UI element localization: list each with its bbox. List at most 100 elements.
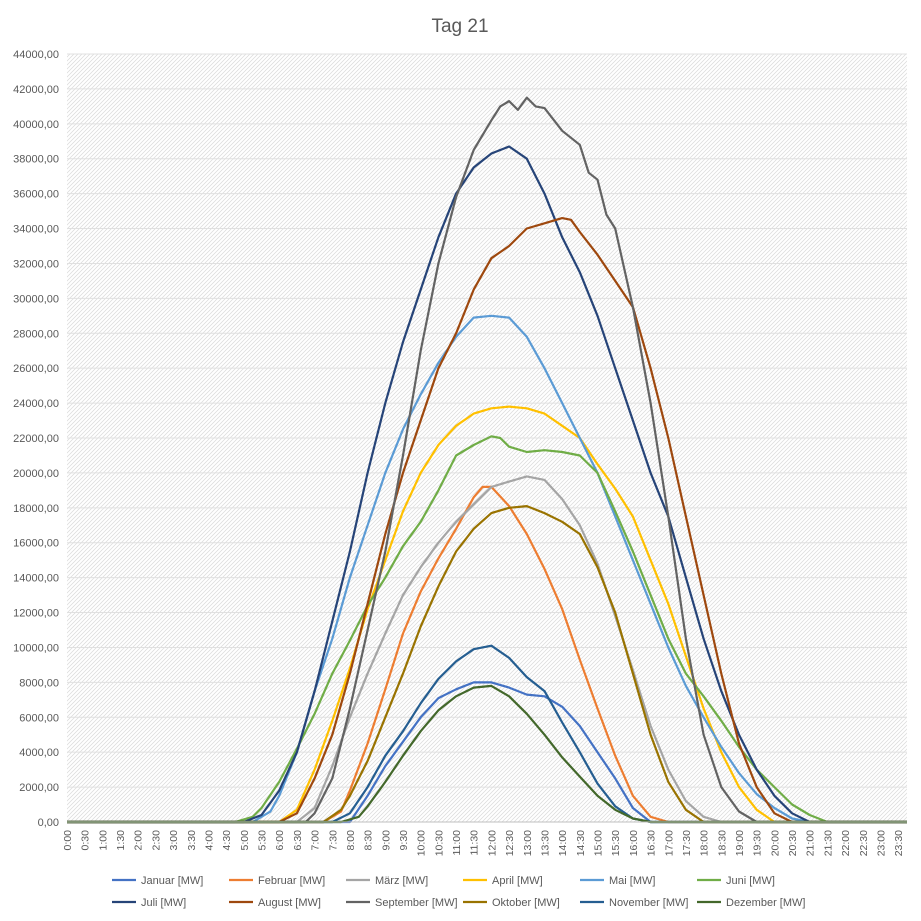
x-tick-label: 21:30 — [822, 830, 834, 856]
y-tick-label: 2000,00 — [19, 782, 59, 794]
legend-label-10: Oktober [MW] — [492, 897, 560, 909]
x-tick-label: 3:00 — [168, 830, 180, 851]
x-tick-label: 9:00 — [380, 830, 392, 851]
x-tick-label: 17:30 — [681, 830, 693, 856]
legend-label-1: Januar [MW] — [141, 875, 203, 887]
y-tick-label: 40000,00 — [13, 119, 59, 131]
x-tick-label: 8:00 — [345, 830, 357, 851]
legend: Januar [MW] Februar [MW] März [MW] April [M… — [112, 875, 805, 909]
y-tick-label: 22000,00 — [13, 433, 59, 445]
chart-title: Tag 21 — [431, 16, 488, 37]
y-tick-label: 26000,00 — [13, 363, 59, 375]
x-tick-label: 14:30 — [575, 830, 587, 856]
series-layer — [67, 96, 907, 824]
x-tick-label: 5:30 — [257, 830, 269, 851]
y-tick-label: 8000,00 — [19, 677, 59, 689]
x-tick-label: 22:00 — [840, 830, 852, 856]
legend-label-9: September [MW] — [375, 897, 458, 909]
y-tick-label: 20000,00 — [13, 468, 59, 480]
x-tick-label: 11:00 — [451, 830, 463, 856]
x-tick-label: 11:30 — [469, 830, 481, 856]
x-tick-label: 1:00 — [97, 830, 109, 851]
x-tick-label: 8:30 — [363, 830, 375, 851]
x-tick-label: 18:30 — [716, 830, 728, 856]
x-tick-label: 15:30 — [610, 830, 622, 856]
x-axis: 0:00 0:30 1:00 1:30 2:00 2:30 3:00 3:30 4:00 4:30… — [62, 821, 907, 856]
series-line-6 — [67, 435, 907, 824]
x-tick-label: 0:00 — [62, 830, 74, 851]
series-line-10 — [67, 505, 907, 824]
x-tick-label: 2:00 — [133, 830, 145, 851]
y-tick-label: 0,00 — [38, 817, 59, 829]
x-tick-label: 21:00 — [805, 830, 817, 856]
series-line-11 — [67, 644, 907, 824]
x-tick-label: 14:00 — [557, 830, 569, 856]
x-tick-label: 3:30 — [186, 830, 198, 851]
x-tick-label: 13:00 — [522, 830, 534, 856]
x-tick-label: 15:00 — [593, 830, 605, 856]
legend-label-8: August [MW] — [258, 897, 321, 909]
series-line-9 — [67, 96, 907, 824]
x-tick-label: 5:00 — [239, 830, 251, 851]
legend-label-2: Februar [MW] — [258, 875, 325, 887]
x-tick-label: 19:00 — [734, 830, 746, 856]
x-tick-label: 4:00 — [203, 830, 215, 851]
series-line-1 — [67, 681, 907, 824]
y-tick-label: 34000,00 — [13, 224, 59, 236]
x-tick-label: 7:00 — [310, 830, 322, 851]
series-line-8 — [67, 217, 907, 824]
y-tick-label: 30000,00 — [13, 293, 59, 305]
x-tick-label: 4:30 — [221, 830, 233, 851]
legend-label-12: Dezember [MW] — [726, 897, 805, 909]
x-tick-label: 6:00 — [274, 830, 286, 851]
series-line-3 — [67, 475, 907, 824]
x-tick-label: 20:00 — [769, 830, 781, 856]
y-tick-label: 18000,00 — [13, 503, 59, 515]
x-tick-label: 23:00 — [875, 830, 887, 856]
series-line-12 — [67, 684, 907, 824]
x-tick-label: 1:30 — [115, 830, 127, 851]
x-tick-label: 23:30 — [893, 830, 905, 856]
x-tick-label: 0:30 — [80, 830, 92, 851]
legend-label-4: April [MW] — [492, 875, 543, 887]
series-line-7 — [67, 145, 907, 824]
legend-label-3: März [MW] — [375, 875, 428, 887]
y-tick-label: 28000,00 — [13, 328, 59, 340]
y-tick-label: 42000,00 — [13, 84, 59, 96]
series-line-5 — [67, 314, 907, 824]
x-tick-label: 16:30 — [646, 830, 658, 856]
x-tick-label: 2:30 — [150, 830, 162, 851]
y-tick-label: 36000,00 — [13, 189, 59, 201]
x-tick-label: 9:30 — [398, 830, 410, 851]
legend-label-5: Mai [MW] — [609, 875, 655, 887]
x-tick-label: 17:00 — [663, 830, 675, 856]
legend-label-6: Juni [MW] — [726, 875, 775, 887]
series-line-2 — [67, 485, 907, 824]
y-tick-label: 6000,00 — [19, 712, 59, 724]
legend-label-7: Juli [MW] — [141, 897, 186, 909]
y-tick-label: 44000,00 — [13, 49, 59, 61]
y-tick-label: 12000,00 — [13, 608, 59, 620]
x-tick-label: 12:30 — [504, 830, 516, 856]
x-tick-label: 10:00 — [416, 830, 428, 856]
x-tick-label: 18:00 — [699, 830, 711, 856]
y-tick-label: 38000,00 — [13, 154, 59, 166]
x-tick-label: 13:30 — [539, 830, 551, 856]
y-tick-label: 16000,00 — [13, 538, 59, 550]
x-tick-label: 16:00 — [628, 830, 640, 856]
x-tick-label: 12:00 — [486, 830, 498, 856]
y-tick-label: 4000,00 — [19, 747, 59, 759]
x-tick-label: 7:30 — [327, 830, 339, 851]
y-axis: 0,00 2000,00 4000,00 6000,00 8000,00 10000,00… — [13, 49, 59, 829]
y-tick-label: 32000,00 — [13, 258, 59, 270]
x-tick-label: 19:30 — [752, 830, 764, 856]
y-tick-label: 24000,00 — [13, 398, 59, 410]
x-tick-label: 22:30 — [858, 830, 870, 856]
legend-label-11: November [MW] — [609, 897, 688, 909]
y-tick-label: 14000,00 — [13, 573, 59, 585]
x-tick-label: 20:30 — [787, 830, 799, 856]
x-tick-label: 6:30 — [292, 830, 304, 851]
x-tick-label: 10:30 — [433, 830, 445, 856]
